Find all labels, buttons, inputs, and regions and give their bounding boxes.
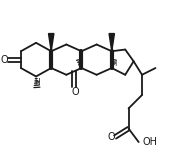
Text: O: O xyxy=(107,132,115,142)
Polygon shape xyxy=(109,34,115,51)
Text: OH: OH xyxy=(143,137,158,147)
Text: H: H xyxy=(34,78,40,87)
Text: H: H xyxy=(111,61,116,67)
Text: O: O xyxy=(72,87,79,97)
Text: O: O xyxy=(1,55,8,65)
Polygon shape xyxy=(48,34,54,51)
Text: H: H xyxy=(77,61,82,67)
